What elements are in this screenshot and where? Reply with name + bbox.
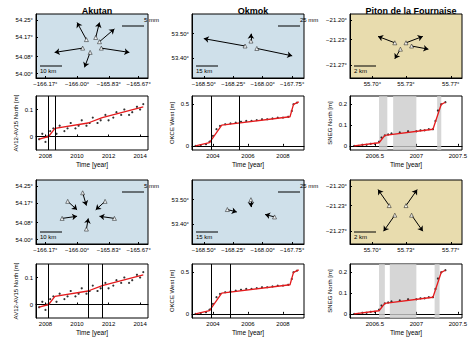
svg-text:−21.23°: −21.23° <box>326 37 348 43</box>
svg-text:55.77°: 55.77° <box>442 247 460 253</box>
svg-text:OKCE West [m]: OKCE West [m] <box>169 270 175 313</box>
svg-text:55.73°: 55.73° <box>397 247 415 253</box>
svg-text:54.08°: 54.08° <box>16 220 34 226</box>
svg-text:2008: 2008 <box>276 321 290 327</box>
svg-text:2007.5: 2007.5 <box>449 321 468 327</box>
svg-text:2007: 2007 <box>410 153 424 159</box>
svg-text:−21.20°: −21.20° <box>326 17 348 23</box>
svg-text:54.25°: 54.25° <box>16 17 34 23</box>
svg-text:−165.83°: −165.83° <box>97 247 122 253</box>
svg-text:53.40°: 53.40° <box>172 55 190 61</box>
svg-text:55.73°: 55.73° <box>397 81 415 87</box>
svg-text:2007.5: 2007.5 <box>449 153 468 159</box>
svg-text:54.17°: 54.17° <box>16 34 34 40</box>
svg-text:−167.75°: −167.75° <box>280 81 305 87</box>
svg-text:Akutan: Akutan <box>82 6 113 16</box>
svg-text:0.1: 0.1 <box>339 290 348 296</box>
svg-text:25 mm: 25 mm <box>300 17 318 23</box>
svg-text:−165.67°: −165.67° <box>127 81 152 87</box>
svg-text:AV12-AV15 North [m]: AV12-AV15 North [m] <box>13 94 19 151</box>
svg-text:15 km: 15 km <box>196 68 212 74</box>
svg-text:10 km: 10 km <box>40 68 56 74</box>
svg-text:2006.5: 2006.5 <box>366 321 385 327</box>
svg-text:−21.27°: −21.27° <box>326 62 348 68</box>
svg-text:2 km: 2 km <box>354 234 367 240</box>
svg-text:−165.67°: −165.67° <box>127 247 152 253</box>
svg-text:−166.17°: −166.17° <box>33 247 58 253</box>
svg-text:54.08°: 54.08° <box>16 54 34 60</box>
svg-text:2012: 2012 <box>102 153 116 159</box>
svg-text:10 km: 10 km <box>40 234 56 240</box>
svg-text:0.1: 0.1 <box>25 275 34 281</box>
svg-text:OKCE West [m]: OKCE West [m] <box>169 102 175 145</box>
svg-text:0: 0 <box>186 143 190 149</box>
svg-text:55.77°: 55.77° <box>442 81 460 87</box>
svg-text:55.70°: 55.70° <box>364 247 382 253</box>
svg-text:−168.50°: −168.50° <box>192 247 217 253</box>
svg-text:53.50°: 53.50° <box>172 31 190 37</box>
svg-text:54.00°: 54.00° <box>16 71 34 77</box>
svg-text:Time [year]: Time [year] <box>232 329 264 337</box>
svg-text:−21.20°: −21.20° <box>326 183 348 189</box>
svg-text:−21.27°: −21.27° <box>326 228 348 234</box>
svg-text:2 km: 2 km <box>354 68 367 74</box>
svg-text:−168.25°: −168.25° <box>221 247 246 253</box>
svg-text:−166.00°: −166.00° <box>65 247 90 253</box>
svg-text:−166.17°: −166.17° <box>33 81 58 87</box>
svg-text:2014: 2014 <box>133 321 147 327</box>
svg-text:0.5: 0.5 <box>181 101 190 107</box>
svg-text:0.1: 0.1 <box>25 107 34 113</box>
svg-text:25 mm: 25 mm <box>300 183 318 189</box>
svg-text:2010: 2010 <box>70 321 84 327</box>
svg-text:SNEG North [m]: SNEG North [m] <box>327 101 333 145</box>
svg-text:2004: 2004 <box>206 321 220 327</box>
svg-text:0: 0 <box>186 311 190 317</box>
svg-text:2008: 2008 <box>39 153 53 159</box>
svg-text:0.2: 0.2 <box>339 269 348 275</box>
svg-text:0.5: 0.5 <box>181 269 190 275</box>
svg-text:0: 0 <box>30 134 34 140</box>
svg-text:0.1: 0.1 <box>339 122 348 128</box>
svg-text:2014: 2014 <box>133 153 147 159</box>
svg-text:Piton de la Fournaise: Piton de la Fournaise <box>365 6 456 16</box>
svg-text:2007: 2007 <box>410 321 424 327</box>
svg-text:Time [year]: Time [year] <box>390 329 422 337</box>
svg-text:5 mm: 5 mm <box>144 183 159 189</box>
svg-text:−168.00°: −168.00° <box>251 81 276 87</box>
svg-text:−168.50°: −168.50° <box>192 81 217 87</box>
svg-text:2006: 2006 <box>241 153 255 159</box>
svg-text:Time [year]: Time [year] <box>76 161 108 169</box>
svg-text:AV12-AV15 North [m]: AV12-AV15 North [m] <box>13 262 19 319</box>
svg-text:−21.23°: −21.23° <box>326 203 348 209</box>
svg-text:Time [year]: Time [year] <box>232 161 264 169</box>
svg-text:SNEG North [m]: SNEG North [m] <box>327 269 333 313</box>
svg-text:2010: 2010 <box>70 153 84 159</box>
svg-text:53.40°: 53.40° <box>172 221 190 227</box>
svg-text:Time [year]: Time [year] <box>76 329 108 337</box>
svg-text:−168.25°: −168.25° <box>221 81 246 87</box>
svg-text:54.17°: 54.17° <box>16 200 34 206</box>
svg-text:15 km: 15 km <box>196 234 212 240</box>
svg-text:5 mm: 5 mm <box>144 17 159 23</box>
svg-text:53.50°: 53.50° <box>172 197 190 203</box>
svg-text:−166.00°: −166.00° <box>65 81 90 87</box>
svg-text:0: 0 <box>344 311 348 317</box>
svg-text:−165.83°: −165.83° <box>97 81 122 87</box>
svg-text:Time [year]: Time [year] <box>390 161 422 169</box>
svg-text:0: 0 <box>344 143 348 149</box>
svg-text:0: 0 <box>30 302 34 308</box>
svg-text:54.25°: 54.25° <box>16 183 34 189</box>
svg-text:Okmok: Okmok <box>238 6 270 16</box>
svg-text:55.70°: 55.70° <box>364 81 382 87</box>
svg-text:2004: 2004 <box>206 153 220 159</box>
svg-text:54.00°: 54.00° <box>16 237 34 243</box>
svg-text:0.2: 0.2 <box>339 101 348 107</box>
svg-text:−167.75°: −167.75° <box>280 247 305 253</box>
svg-text:2006.5: 2006.5 <box>366 153 385 159</box>
svg-text:2012: 2012 <box>102 321 116 327</box>
svg-text:−168.00°: −168.00° <box>251 247 276 253</box>
svg-text:2008: 2008 <box>276 153 290 159</box>
svg-text:2008: 2008 <box>39 321 53 327</box>
svg-text:2006: 2006 <box>241 321 255 327</box>
